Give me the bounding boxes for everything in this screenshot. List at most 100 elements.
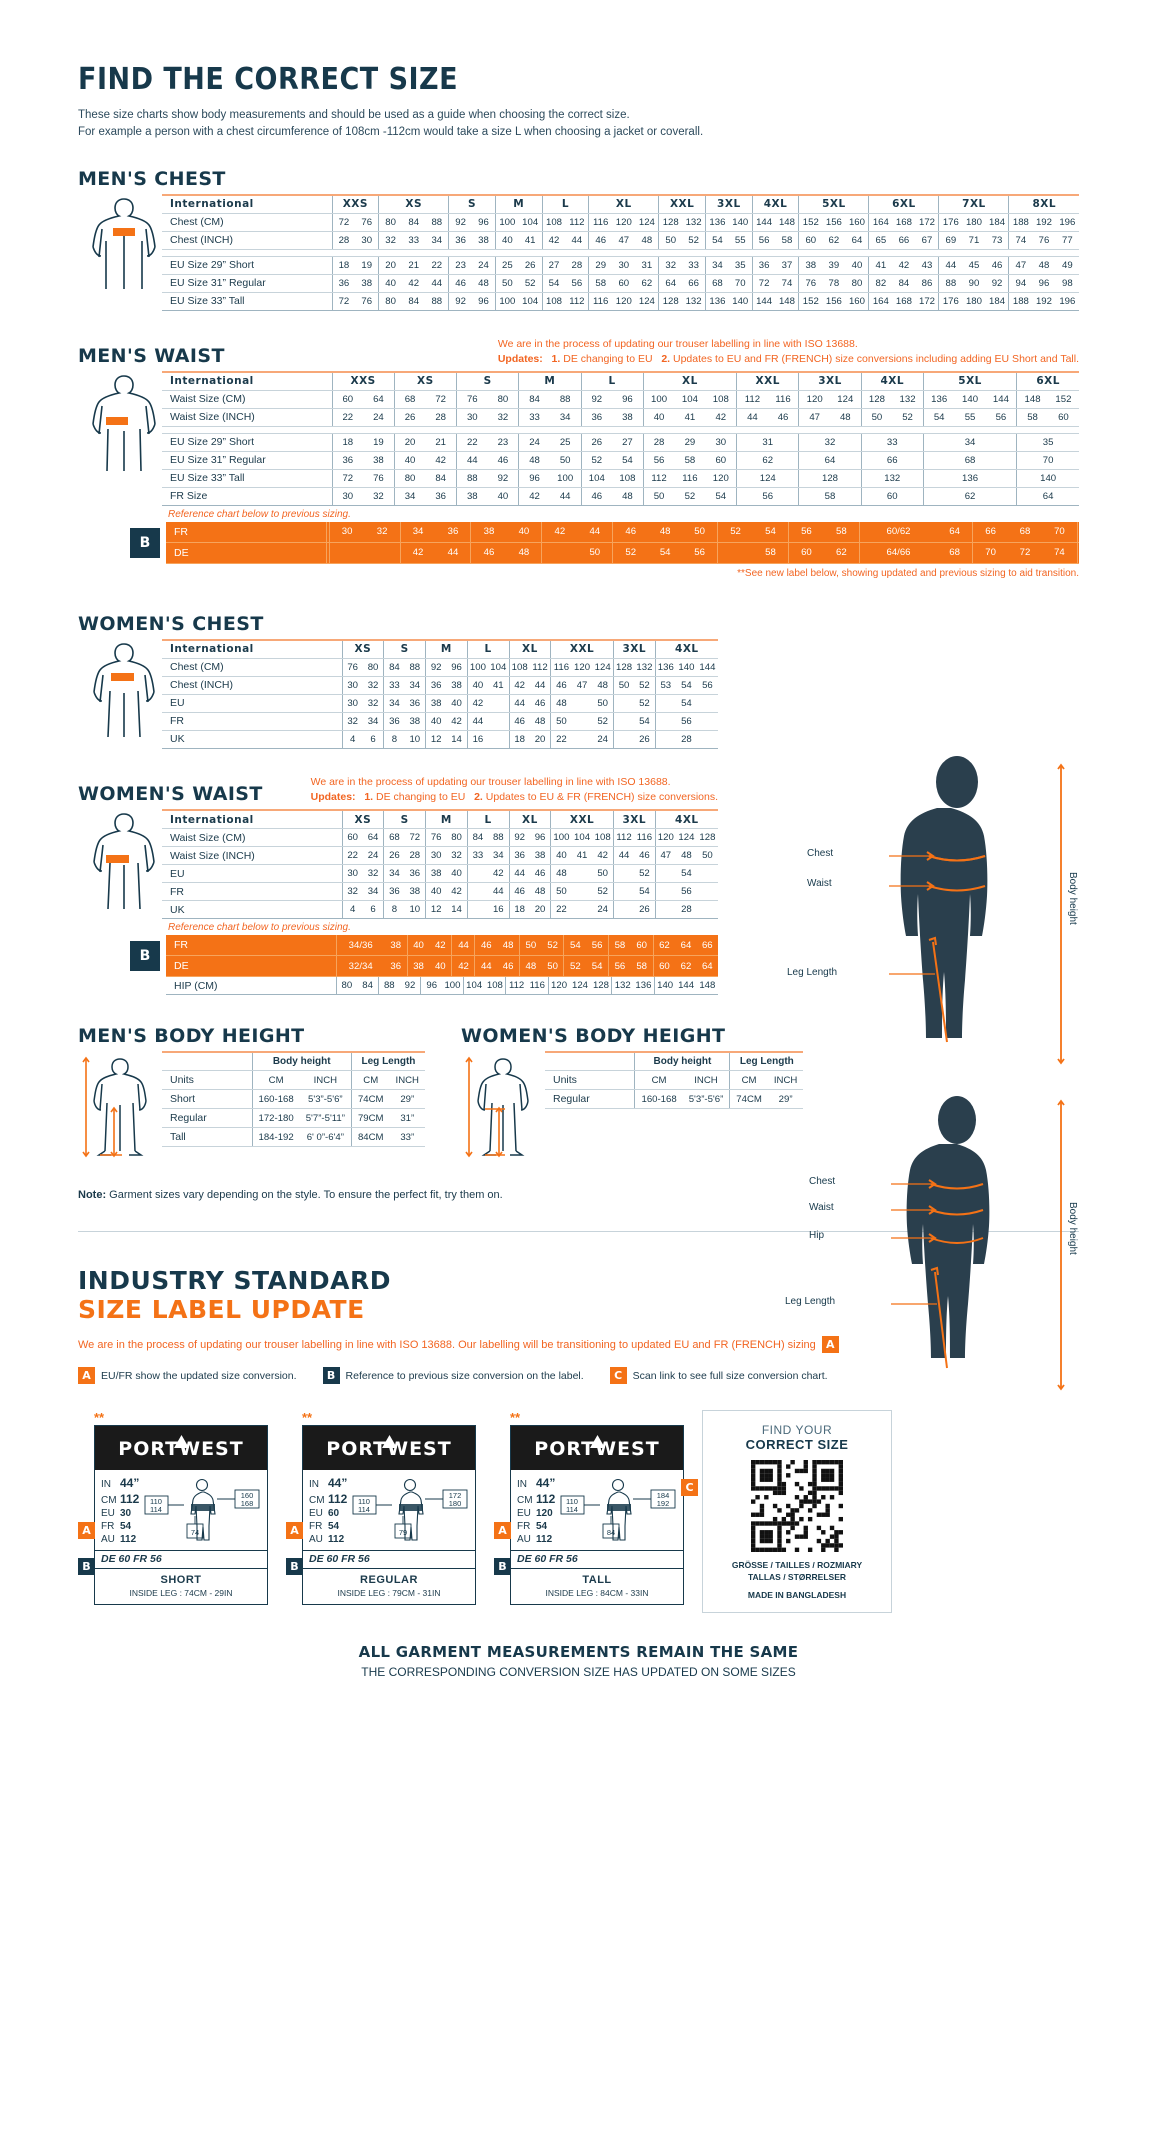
column-header-international: International <box>162 372 332 391</box>
table-cell: 42 <box>425 451 456 469</box>
table-cell: 34 <box>488 847 509 865</box>
table-cell: 26 <box>519 256 542 274</box>
previous-sizing-cell: 48 <box>519 956 541 977</box>
table-cell: 76 <box>355 292 378 310</box>
row-label: Waist Size (CM) <box>162 390 332 408</box>
table-cell: 50 <box>697 847 718 865</box>
column-header-size: S <box>384 810 426 829</box>
portwest-mountain-icon <box>590 1435 605 1448</box>
previous-sizing-cell: 44 <box>475 956 497 977</box>
badge-b-label: B <box>286 1558 303 1575</box>
table-cell: 32 <box>363 676 384 694</box>
table-cell <box>572 694 593 712</box>
table-cell: 44 <box>425 274 448 292</box>
table-cell: 112 <box>643 469 674 487</box>
bh-cell: 184-192 <box>252 1128 300 1147</box>
table-cell: 52 <box>634 676 655 694</box>
table-cell: 32 <box>488 408 519 426</box>
bh-cell: 5'7”-5'11” <box>300 1109 352 1128</box>
column-header-size: XXL <box>659 195 706 214</box>
bh-unit-header: CM <box>351 1071 389 1090</box>
table-cell: 36 <box>581 408 612 426</box>
table-cell: 26 <box>581 433 612 451</box>
table-cell: 62 <box>822 231 845 249</box>
table-cell: 140 <box>1017 469 1079 487</box>
row-label: EU Size 29” Short <box>162 256 332 274</box>
table-cell: 84 <box>384 658 405 676</box>
table-cell <box>697 865 718 883</box>
table-cell: 44 <box>457 451 488 469</box>
bh-row-label: Regular <box>545 1090 635 1109</box>
table-cell: 41 <box>869 256 892 274</box>
label-code-value: 112 <box>120 1534 136 1545</box>
table-cell: 32 <box>363 694 384 712</box>
table-cell <box>655 883 676 901</box>
table-cell: 52 <box>593 883 614 901</box>
table-cell: 44 <box>467 712 488 730</box>
column-header-size: 4XL <box>655 810 718 829</box>
label-code-key: CM <box>309 1495 328 1508</box>
table-cell: 100 <box>550 469 581 487</box>
table-cell: 22 <box>342 847 363 865</box>
previous-sizing-row-label: FR <box>166 935 336 956</box>
table-cell: 156 <box>822 213 845 231</box>
table-cell: 124 <box>676 829 697 847</box>
column-header-size: 6XL <box>1017 372 1079 391</box>
label-code-key: EU <box>517 1508 536 1521</box>
table-cell: 18 <box>509 730 530 748</box>
womens-waist-title: WOMEN'S WAIST <box>78 783 263 805</box>
table-cell: 28 <box>565 256 588 274</box>
previous-sizing-cell <box>365 542 400 563</box>
table-cell: 80 <box>488 390 519 408</box>
previous-sizing-cell: 48 <box>648 522 682 543</box>
table-cell: 30 <box>342 694 363 712</box>
previous-sizing-row-label: FR <box>166 522 326 543</box>
table-cell: 84 <box>519 390 550 408</box>
column-header-size: 3XL <box>613 810 655 829</box>
table-cell: 38 <box>799 256 822 274</box>
table-cell: 38 <box>355 274 378 292</box>
previous-sizing-cell: 70 <box>1042 522 1077 543</box>
legend-badge: C <box>610 1367 627 1384</box>
table-cell: 40 <box>467 676 488 694</box>
previous-sizing-cell: 54 <box>586 956 608 977</box>
table-cell: 40 <box>379 274 402 292</box>
previous-sizing-cell: 46 <box>471 542 506 563</box>
table-cell: 54 <box>923 408 954 426</box>
row-label: EU Size 33” Tall <box>162 292 332 310</box>
table-cell: 70 <box>1017 451 1079 469</box>
table-cell: 116 <box>674 469 705 487</box>
table-cell: 84 <box>892 274 915 292</box>
previous-sizing-cell: 52 <box>542 935 564 956</box>
female-leg-label: Leg Length <box>785 1296 835 1307</box>
qr-code-icon[interactable] <box>751 1460 843 1552</box>
table-cell: 24 <box>363 847 384 865</box>
table-cell: 68 <box>706 274 729 292</box>
label-code-key: AU <box>517 1534 536 1547</box>
table-cell: 34 <box>405 676 426 694</box>
previous-sizing-row-label: DE <box>166 542 326 563</box>
table-cell: 46 <box>634 847 655 865</box>
table-cell: 46 <box>768 408 799 426</box>
table-cell: 108 <box>612 469 643 487</box>
table-cell: 44 <box>550 487 581 505</box>
table-cell: 136 <box>633 977 654 995</box>
previous-sizing-cell: 64 <box>697 956 718 977</box>
table-cell: 28 <box>332 231 355 249</box>
table-cell: 108 <box>542 213 565 231</box>
male-model-block: Chest Waist Leg Length Body height <box>829 752 1099 1087</box>
mens-waist-update-1-text: DE changing to EU <box>563 353 652 365</box>
table-cell: 65 <box>869 231 892 249</box>
table-cell: 90 <box>962 274 985 292</box>
table-cell <box>467 901 488 919</box>
